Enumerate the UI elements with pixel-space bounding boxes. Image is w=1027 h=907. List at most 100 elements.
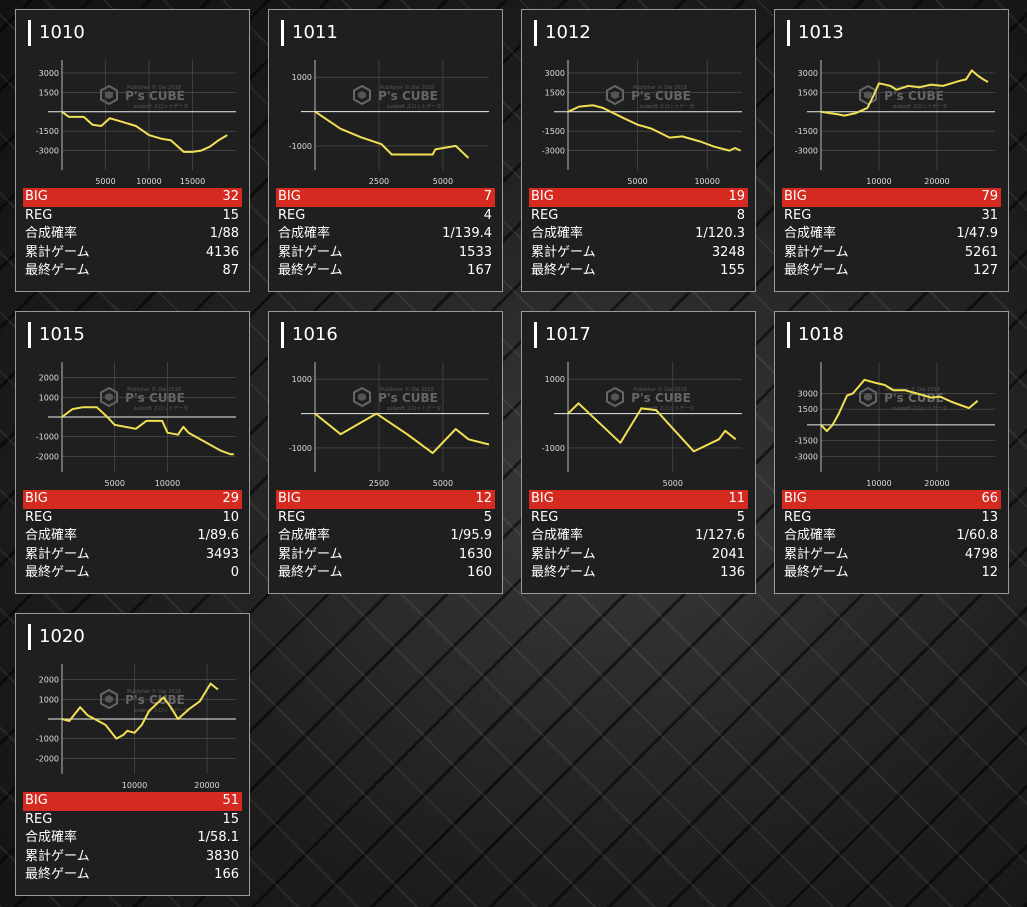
x-tick-label: 5000: [433, 177, 453, 186]
x-tick-label: 20000: [194, 781, 219, 790]
stat-value: 167: [467, 263, 492, 278]
stats-table: BIG 7 REG 4 合成確率 1/139.4 累計ゲーム 1533 最終ゲーム 167: [276, 188, 495, 281]
watermark-text: P's CUBE: [884, 89, 944, 103]
cube-logo-icon: [859, 387, 877, 407]
stat-value: 1/58.1: [197, 830, 239, 845]
watermark-caption-bottom: sukeoft スロットデータ: [134, 707, 189, 714]
stat-label: 合成確率: [531, 528, 584, 543]
stat-label: REG: [278, 207, 306, 223]
stat-row-big: BIG 7: [276, 188, 495, 207]
stat-value: 31: [981, 207, 998, 223]
machine-number: 1020: [28, 624, 85, 650]
machine-number: 1011: [281, 20, 338, 46]
x-tick-label: 10000: [122, 781, 147, 790]
y-tick-label: -3000: [795, 147, 818, 156]
stat-label: 累計ゲーム: [784, 244, 849, 260]
x-tick-label: 5000: [663, 479, 683, 488]
stats-table: BIG 29 REG 10 合成確率 1/89.6 累計ゲーム 3493 最終ゲーム 0: [23, 490, 242, 583]
stat-row-total: 累計ゲーム 4136: [23, 244, 242, 263]
stat-value: 4136: [205, 244, 239, 260]
y-tick-label: -1500: [542, 127, 565, 136]
stats-table: BIG 51 REG 15 合成確率 1/58.1 累計ゲーム 3830 最終ゲーム 166: [23, 792, 242, 885]
stat-value: 66: [981, 491, 998, 506]
stat-value: 0: [230, 565, 239, 580]
stat-value: 79: [981, 189, 998, 204]
x-tick-label: 15000: [180, 177, 205, 186]
machine-card[interactable]: 1016 Publisher © Dai 2018 P's CUBE sukeoft …: [268, 311, 503, 594]
y-tick-label: 2000: [39, 374, 59, 383]
stat-row-rate: 合成確率 1/47.9: [782, 225, 1001, 244]
machine-card[interactable]: 1013 Publisher © Dai 2018 P's CUBE sukeoft …: [774, 9, 1009, 292]
stat-row-last: 最終ゲーム 167: [276, 262, 495, 281]
stat-label: 最終ゲーム: [25, 867, 90, 882]
stat-row-total: 累計ゲーム 4798: [782, 546, 1001, 565]
x-tick-label: 10000: [866, 177, 891, 186]
machine-card[interactable]: 1018 Publisher © Dai 2018 P's CUBE sukeoft …: [774, 311, 1009, 594]
watermark-caption-bottom: sukeoft スロットデータ: [134, 103, 189, 110]
machine-number: 1013: [787, 20, 844, 46]
stat-label: 累計ゲーム: [278, 244, 343, 260]
y-tick-label: 1000: [39, 393, 59, 402]
machine-card[interactable]: 1010 Publisher © Dai 2018 P's CUBE sukeoft …: [15, 9, 250, 292]
stat-label: 最終ゲーム: [278, 263, 343, 278]
stat-value: 15: [222, 811, 239, 827]
stat-row-last: 最終ゲーム 0: [23, 564, 242, 583]
stat-row-rate: 合成確率 1/120.3: [529, 225, 748, 244]
y-tick-label: -1000: [542, 444, 565, 453]
stat-row-last: 最終ゲーム 155: [529, 262, 748, 281]
y-tick-label: -1000: [36, 735, 59, 744]
watermark-caption-bottom: sukeoft スロットデータ: [640, 103, 695, 110]
watermark-caption-top: Publisher © Dai 2018: [127, 688, 181, 695]
stat-value: 160: [467, 565, 492, 580]
stat-row-reg: REG 5: [529, 509, 748, 528]
stat-row-reg: REG 13: [782, 509, 1001, 528]
stat-row-total: 累計ゲーム 1533: [276, 244, 495, 263]
machine-card[interactable]: 1011 Publisher © Dai 2018 P's CUBE sukeoft …: [268, 9, 503, 292]
machine-number: 1016: [281, 322, 338, 348]
stat-row-last: 最終ゲーム 87: [23, 262, 242, 281]
stat-value: 51: [222, 793, 239, 808]
machine-card[interactable]: 1020 Publisher © Dai 2018 P's CUBE sukeoft …: [15, 613, 250, 896]
difference-series-line: [820, 378, 979, 433]
stat-row-rate: 合成確率 1/95.9: [276, 527, 495, 546]
watermark-caption-top: Publisher © Dai 2018: [380, 84, 434, 91]
machine-number: 1015: [28, 322, 85, 348]
stat-label: 合成確率: [278, 226, 331, 241]
y-tick-label: -2000: [36, 754, 59, 763]
watermark-caption-top: Publisher © Dai 2018: [886, 386, 940, 393]
stat-label: 累計ゲーム: [25, 546, 90, 562]
machine-card[interactable]: 1017 Publisher © Dai 2018 P's CUBE sukeoft …: [521, 311, 756, 594]
stat-label: 合成確率: [531, 226, 584, 241]
stat-label: BIG: [25, 793, 48, 808]
machine-number: 1010: [28, 20, 85, 46]
x-tick-label: 10000: [694, 177, 719, 186]
stat-label: REG: [25, 207, 53, 223]
y-tick-label: 1000: [292, 375, 312, 384]
stat-label: BIG: [278, 491, 301, 506]
stat-label: 合成確率: [25, 226, 78, 241]
stat-value: 32: [222, 189, 239, 204]
stat-value: 1/120.3: [695, 226, 745, 241]
y-tick-label: 1500: [39, 88, 59, 97]
stat-value: 19: [728, 189, 745, 204]
difference-series-line: [314, 110, 470, 159]
stat-row-last: 最終ゲーム 160: [276, 564, 495, 583]
stat-value: 7: [483, 189, 492, 204]
stat-row-big: BIG 66: [782, 490, 1001, 509]
x-tick-label: 2500: [369, 479, 389, 488]
machine-card[interactable]: 1012 Publisher © Dai 2018 P's CUBE sukeoft …: [521, 9, 756, 292]
watermark-text: P's CUBE: [125, 391, 185, 405]
difference-series-line: [61, 682, 219, 740]
stat-value: 155: [720, 263, 745, 278]
machine-card[interactable]: 1015 Publisher © Dai 2018 P's CUBE sukeoft …: [15, 311, 250, 594]
stat-label: 最終ゲーム: [784, 565, 849, 580]
watermark-text: P's CUBE: [378, 89, 438, 103]
stat-value: 1/88: [209, 226, 239, 241]
stat-row-rate: 合成確率 1/139.4: [276, 225, 495, 244]
